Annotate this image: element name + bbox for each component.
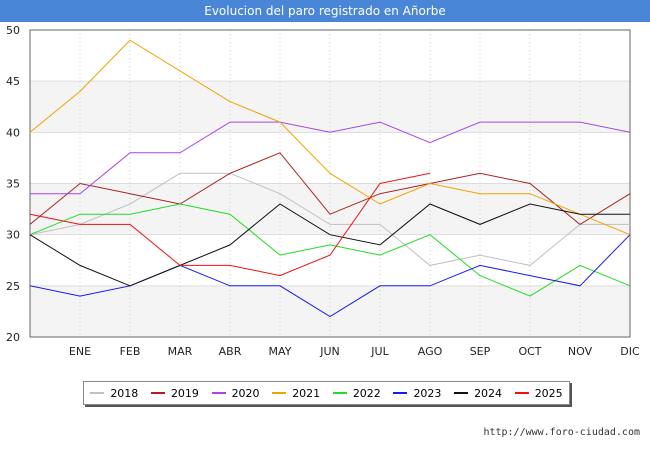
legend-item-2022: 2022 [332,386,381,400]
x-tick-label: AGO [418,345,443,358]
legend-swatch [90,392,105,394]
series-line-2018 [29,172,630,266]
y-tick-label: 50 [6,24,20,37]
y-tick-label: 25 [6,280,20,293]
legend-label: 2018 [110,386,139,400]
plot-band [30,234,630,286]
legend-item-2025: 2025 [514,386,563,400]
x-tick-label: SEP [470,345,491,358]
legend-label: 2023 [413,386,442,400]
legend-swatch [150,392,165,394]
legend-item-2019: 2019 [150,386,199,400]
y-tick-label: 40 [6,126,20,139]
x-tick-label: MAY [269,345,292,358]
chart-title: Evolucion del paro registrado en Añorbe [0,0,650,22]
plot-band [30,30,630,82]
x-tick-label: MAR [168,345,193,358]
series-line-2020 [30,121,631,195]
x-tick-label: ABR [219,345,242,358]
legend-swatch [272,392,287,394]
legend-label: 2020 [231,386,260,400]
legend-item-2018: 2018 [90,387,138,400]
legend-item-2023: 2023 [393,387,441,400]
legend-item-2021: 2021 [272,387,320,400]
legend-item-2024: 2024 [454,387,502,400]
y-tick-label: 30 [6,229,20,242]
legend-swatch [332,392,347,394]
legend-label: 2022 [352,386,381,400]
series-line-2021 [29,39,631,236]
series-line-2024 [29,203,630,287]
legend-label: 2021 [292,386,321,400]
legend-swatch [211,392,226,394]
x-tick-label: NOV [568,345,593,358]
legend-label: 2025 [534,386,563,400]
x-tick-label: JUN [319,345,340,358]
x-tick-label: JUL [370,345,389,358]
legend-item-2020: 2020 [211,386,260,400]
plot-border [29,29,631,338]
x-tick-label: DIC [620,345,640,358]
legend-swatch [393,392,408,394]
x-tick-label: FEB [120,345,141,358]
series-line-2022 [29,203,631,297]
y-tick-label: 35 [6,178,20,191]
legend: 2018 2019 2020 2021 2022 2023 2024 2025 [83,381,570,405]
legend-label: 2019 [170,386,199,400]
legend-label: 2024 [474,386,503,400]
x-tick-label: OCT [518,345,541,358]
footer-url: http://www.foro-ciudad.com [483,427,640,438]
legend-swatch [514,392,529,394]
legend-swatch [454,392,469,394]
series-line-2025 [29,172,431,277]
y-tick-label: 20 [6,331,20,344]
y-tick-label: 45 [6,75,20,88]
x-tick-label: ENE [69,345,91,358]
plot-band [30,285,630,337]
series-line-2019 [29,152,631,226]
plot-band [30,132,630,184]
